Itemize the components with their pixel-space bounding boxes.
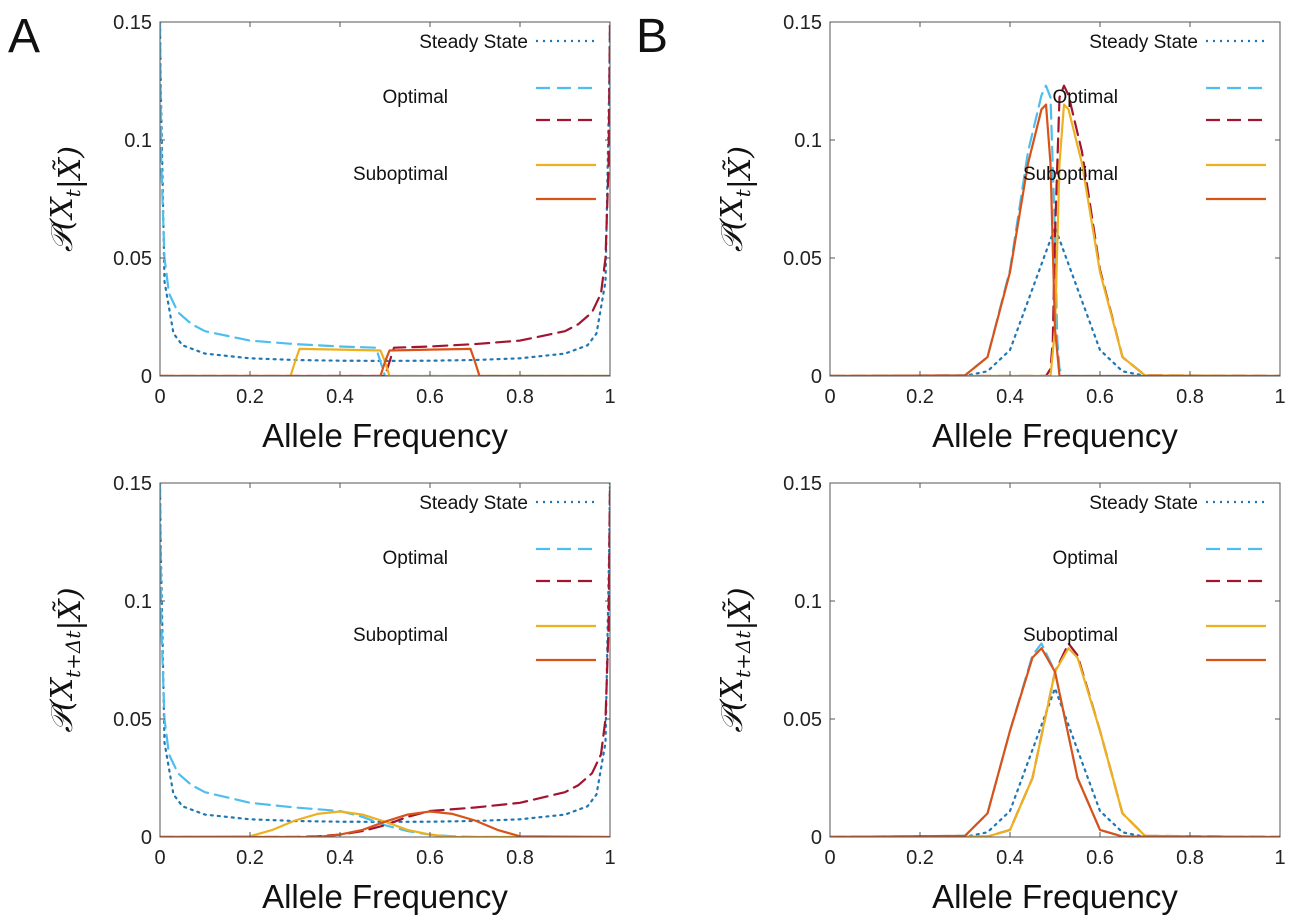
x-tick-label: 0 [154, 386, 165, 408]
x-tick-label: 0.4 [996, 847, 1024, 869]
legend-label-suboptimal: Suboptimal [1023, 625, 1118, 646]
series-line-steady-state-0 [160, 22, 610, 362]
legend-label-suboptimal: Suboptimal [353, 164, 448, 185]
series-group [160, 22, 610, 376]
y-axis-label: 𝒫(Xt+Δt|X̃) [45, 587, 88, 732]
y-tick-label: 0.1 [124, 130, 152, 152]
chart-panel-3: 0 0.2 0.4 0.6 0.8 1 0 0.05 0.1 0.15 Allele Frequen… [45, 473, 616, 915]
panel-letter-b: B [636, 10, 668, 63]
panel-letter-a: A [8, 10, 40, 63]
y-tick-label: 0.15 [783, 12, 822, 34]
plot-frame [159, 482, 611, 838]
series-line-suboptimal-3 [160, 347, 610, 376]
y-tick-label: 0.05 [783, 248, 822, 270]
x-tick-label: 0 [824, 386, 835, 408]
x-tick-label: 0.4 [326, 847, 354, 869]
series-line-suboptimal-3 [830, 103, 1280, 376]
legend-label-steady-state: Steady State [419, 493, 528, 514]
x-tick-label: 0.8 [1176, 847, 1204, 869]
chart-panel-1: 0 0.2 0.4 0.6 0.8 1 0 0.05 0.1 0.15 Allele Frequen… [45, 12, 616, 454]
series-line-suboptimal-3 [830, 647, 1280, 837]
y-axis-label: 𝒫(Xt|X̃) [45, 146, 88, 252]
plot-frame [829, 482, 1281, 838]
x-tick-label: 1 [604, 847, 615, 869]
legend-label-optimal: Optimal [1053, 548, 1118, 569]
x-tick-label: 0.6 [416, 386, 444, 408]
y-tick-label: 0.1 [794, 591, 822, 613]
x-tick-label: 0.4 [326, 386, 354, 408]
y-tick-label: 0.05 [783, 709, 822, 731]
plot-frame [159, 21, 611, 377]
legend-label-steady-state: Steady State [1089, 32, 1198, 53]
x-tick-label: 0.8 [1176, 386, 1204, 408]
legend: Steady State Optimal Suboptimal [1023, 493, 1266, 662]
x-tick-label: 0.2 [906, 847, 934, 869]
x-tick-label: 1 [1274, 386, 1285, 408]
series-line-steady-state-0 [830, 226, 1280, 376]
x-tick-label: 1 [604, 386, 615, 408]
series-line-optimal-2 [160, 22, 610, 376]
y-axis-label: 𝒫(Xt|X̃) [715, 146, 758, 252]
x-tick-label: 0.8 [506, 386, 534, 408]
y-tick-label: 0.15 [113, 473, 152, 495]
chart-panel-4: 0 0.2 0.4 0.6 0.8 1 0 0.05 0.1 0.15 Allele Frequen… [715, 473, 1286, 915]
x-tick-label: 0.4 [996, 386, 1024, 408]
series-line-suboptimal-3 [160, 810, 610, 837]
y-tick-label: 0 [811, 366, 822, 388]
legend-label-suboptimal: Suboptimal [353, 625, 448, 646]
legend: Steady State Optimal Suboptimal [353, 493, 596, 662]
x-axis-label: Allele Frequency [262, 417, 508, 454]
series-group [160, 483, 610, 837]
y-tick-label: 0.05 [113, 709, 152, 731]
y-axis-label: 𝒫(Xt+Δt|X̃) [715, 587, 758, 732]
legend-label-suboptimal: Suboptimal [1023, 164, 1118, 185]
x-tick-label: 0 [824, 847, 835, 869]
x-axis-label: Allele Frequency [262, 878, 508, 915]
x-tick-label: 0.6 [1086, 847, 1114, 869]
x-tick-label: 1 [1274, 847, 1285, 869]
series-group [830, 642, 1280, 837]
legend: Steady State Optimal Suboptimal [1023, 32, 1266, 201]
series-line-suboptimal-4 [160, 810, 610, 837]
series-line-suboptimal-4 [830, 647, 1280, 837]
y-tick-label: 0.1 [124, 591, 152, 613]
x-tick-label: 0.2 [236, 847, 264, 869]
series-line-optimal-1 [160, 22, 610, 376]
y-tick-label: 0.1 [794, 130, 822, 152]
y-tick-label: 0.15 [113, 12, 152, 34]
x-tick-label: 0 [154, 847, 165, 869]
x-axis-label: Allele Frequency [932, 417, 1178, 454]
y-tick-label: 0.05 [113, 248, 152, 270]
chart-panel-2: 0 0.2 0.4 0.6 0.8 1 0 0.05 0.1 0.15 Allele Frequen… [715, 12, 1286, 454]
series-line-steady-state-0 [830, 687, 1280, 837]
legend-label-steady-state: Steady State [419, 32, 528, 53]
y-tick-label: 0 [141, 827, 152, 849]
y-tick-label: 0.15 [783, 473, 822, 495]
series-line-steady-state-0 [160, 483, 610, 823]
series-line-suboptimal-4 [160, 347, 610, 376]
y-tick-label: 0 [141, 366, 152, 388]
legend-label-optimal: Optimal [383, 87, 448, 108]
legend-label-steady-state: Steady State [1089, 493, 1198, 514]
x-tick-label: 0.8 [506, 847, 534, 869]
y-tick-label: 0 [811, 827, 822, 849]
legend: Steady State Optimal Suboptimal [353, 32, 596, 201]
plot-frame [829, 21, 1281, 377]
legend-label-optimal: Optimal [383, 548, 448, 569]
x-tick-label: 0.2 [906, 386, 934, 408]
x-tick-label: 0.2 [236, 386, 264, 408]
x-tick-label: 0.6 [416, 847, 444, 869]
series-line-suboptimal-4 [830, 103, 1280, 376]
legend-label-optimal: Optimal [1053, 87, 1118, 108]
x-axis-label: Allele Frequency [932, 878, 1178, 915]
x-tick-label: 0.6 [1086, 386, 1114, 408]
series-group [830, 84, 1280, 376]
